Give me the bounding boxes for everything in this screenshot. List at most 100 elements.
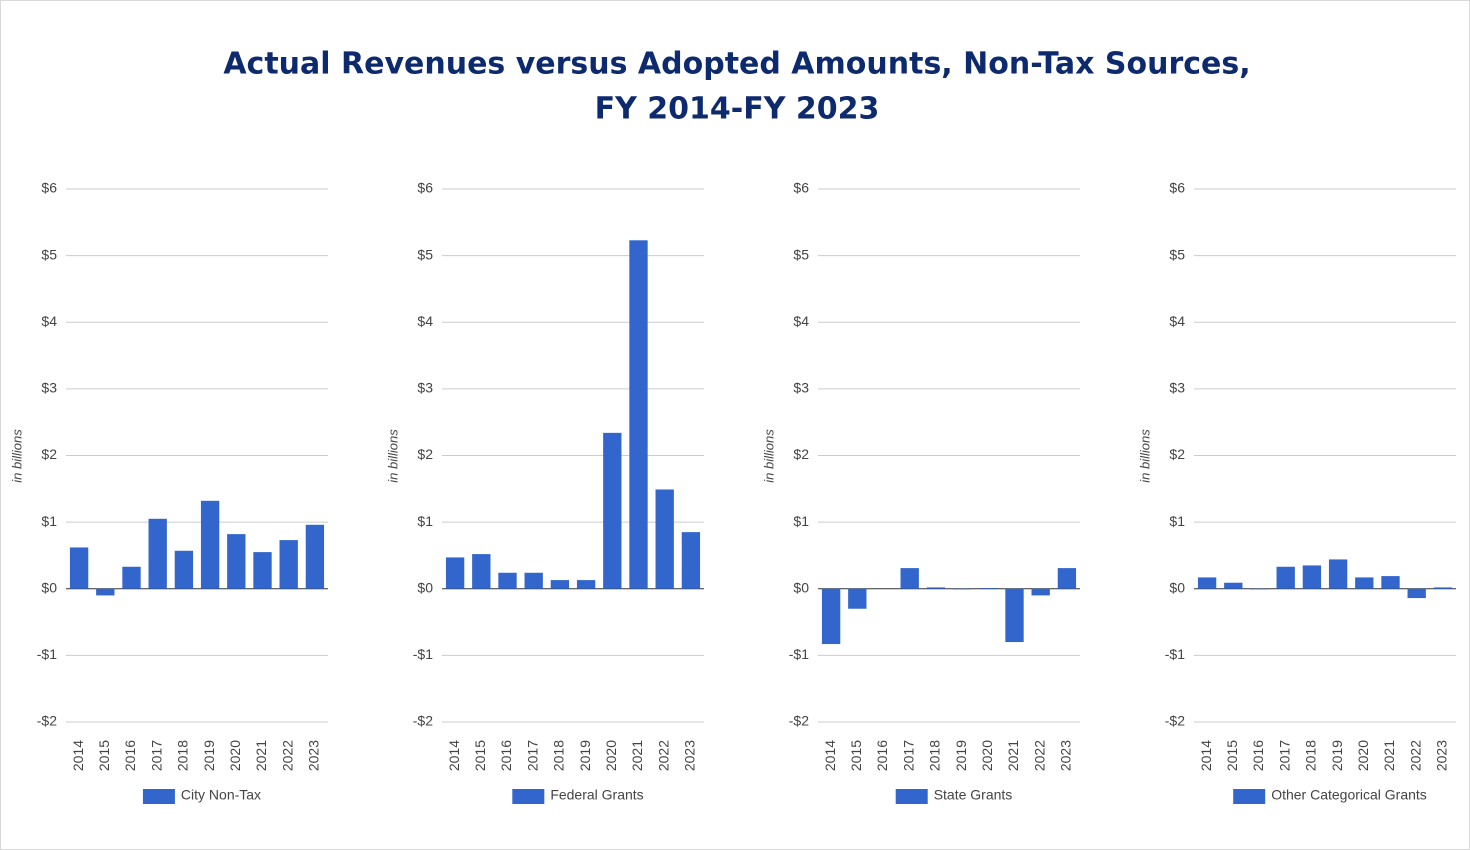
- y-tick-label: $1: [41, 513, 57, 529]
- bar: [1276, 566, 1295, 589]
- x-tick-label: 2015: [96, 740, 112, 771]
- bar: [445, 557, 465, 589]
- bar: [69, 547, 89, 589]
- bar: [603, 432, 622, 589]
- x-tick-label: 2020: [979, 740, 995, 771]
- x-tick-label: 2022: [279, 740, 295, 771]
- x-tick-label: 2016: [498, 740, 514, 771]
- bar: [227, 534, 246, 589]
- bar: [681, 532, 701, 589]
- bar: [1302, 565, 1322, 589]
- y-tick-label: $0: [1169, 579, 1185, 595]
- x-tick-label: 2016: [1250, 740, 1266, 771]
- y-tick-label: $0: [41, 579, 57, 595]
- x-tick-label: 2014: [446, 740, 462, 771]
- x-tick-label: 2023: [682, 740, 698, 771]
- bar: [200, 500, 220, 589]
- y-tick-label: $6: [793, 180, 809, 196]
- bar: [979, 588, 998, 589]
- bar: [253, 552, 272, 589]
- x-tick-label: 2014: [822, 740, 838, 771]
- bar: [305, 524, 325, 589]
- y-tick-label: -$1: [1165, 646, 1185, 662]
- y-tick-label: $3: [417, 380, 433, 396]
- legend-swatch: [1233, 789, 1266, 804]
- y-tick-label: $1: [417, 513, 433, 529]
- x-tick-label: 2017: [148, 740, 164, 771]
- y-tick-label: $3: [1169, 380, 1185, 396]
- x-tick-label: 2022: [655, 740, 671, 771]
- y-tick-label: $5: [1169, 246, 1185, 262]
- bar: [952, 588, 972, 590]
- bar: [576, 580, 596, 589]
- legend-swatch: [142, 789, 175, 804]
- legend-label: Other Categorical Grants: [1271, 787, 1427, 803]
- x-tick-label: 2021: [1381, 740, 1397, 771]
- bar: [629, 240, 648, 589]
- bar: [524, 572, 543, 589]
- bar: [821, 588, 841, 645]
- x-tick-label: 2022: [1031, 740, 1047, 771]
- y-axis-label: in billions: [761, 429, 776, 483]
- bar: [900, 568, 919, 589]
- y-tick-label: $4: [417, 313, 433, 329]
- x-tick-label: 2018: [1303, 740, 1319, 771]
- bar: [279, 540, 298, 589]
- y-tick-label: $0: [793, 579, 809, 595]
- bar: [1250, 588, 1269, 590]
- x-tick-label: 2015: [848, 740, 864, 771]
- y-tick-label: $5: [41, 246, 57, 262]
- bar: [1031, 588, 1050, 596]
- bar: [1005, 588, 1024, 643]
- bar-chart: in billions -$2 -$1 $0 $1 $2 $3 $4 $5 $6 2014 2015 2…: [761, 180, 1080, 804]
- x-tick-label: 2021: [1005, 740, 1021, 771]
- y-tick-label: $6: [417, 180, 433, 196]
- bar: [174, 550, 194, 589]
- bar: [96, 588, 115, 596]
- y-tick-label: -$2: [37, 713, 57, 729]
- legend-swatch: [895, 789, 928, 804]
- bar: [1328, 559, 1348, 589]
- bar-chart: in billions -$2 -$1 $0 $1 $2 $3 $4 $5 $6 2014 2015 2…: [1137, 180, 1456, 804]
- bar: [550, 580, 570, 589]
- x-tick-label: 2023: [1434, 740, 1450, 771]
- y-axis-label: in billions: [9, 429, 24, 483]
- chart-title: FY 2014-FY 2023: [595, 92, 880, 127]
- x-tick-label: 2015: [472, 740, 488, 771]
- y-tick-label: $4: [41, 313, 57, 329]
- legend-swatch: [512, 789, 545, 804]
- x-tick-label: 2017: [524, 740, 540, 771]
- legend-label: State Grants: [934, 787, 1013, 803]
- y-tick-label: $2: [41, 446, 57, 462]
- y-tick-label: $1: [793, 513, 809, 529]
- x-tick-label: 2019: [577, 740, 593, 771]
- y-tick-label: $5: [793, 246, 809, 262]
- x-tick-label: 2022: [1407, 740, 1423, 771]
- x-tick-label: 2017: [900, 740, 916, 771]
- y-tick-label: $6: [1169, 180, 1185, 196]
- y-tick-label: $2: [417, 446, 433, 462]
- y-tick-label: $5: [417, 246, 433, 262]
- y-tick-label: -$2: [1165, 713, 1185, 729]
- y-tick-label: -$2: [413, 713, 433, 729]
- x-tick-label: 2023: [306, 740, 322, 771]
- x-tick-label: 2016: [874, 740, 890, 771]
- x-tick-label: 2020: [1355, 740, 1371, 771]
- y-tick-label: $0: [417, 579, 433, 595]
- x-tick-label: 2019: [1329, 740, 1345, 771]
- x-tick-label: 2021: [253, 740, 269, 771]
- chart-title: Actual Revenues versus Adopted Amounts, …: [223, 47, 1250, 82]
- legend-label: Federal Grants: [550, 787, 643, 803]
- x-tick-label: 2019: [201, 740, 217, 771]
- y-tick-label: $2: [1169, 446, 1185, 462]
- bar: [655, 489, 674, 589]
- bar: [848, 588, 867, 609]
- bar: [1407, 588, 1426, 599]
- x-tick-label: 2019: [953, 740, 969, 771]
- bar: [1224, 582, 1243, 589]
- y-tick-label: $6: [41, 180, 57, 196]
- bar: [498, 572, 517, 589]
- y-tick-label: $2: [793, 446, 809, 462]
- y-axis-label: in billions: [1137, 429, 1152, 483]
